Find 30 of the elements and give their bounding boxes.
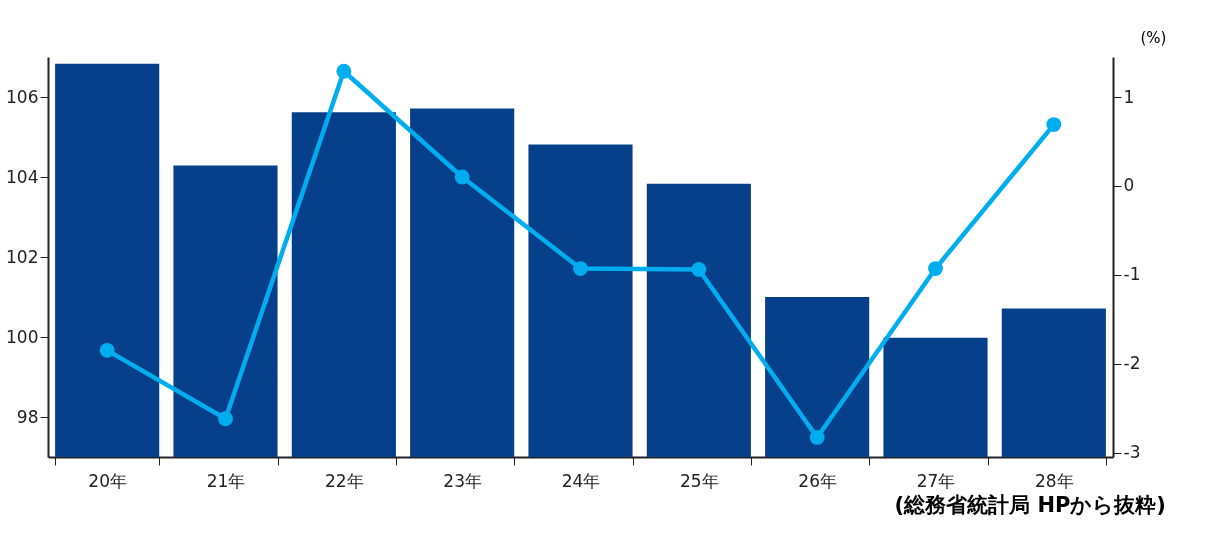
- x-tick-label: 26年: [798, 470, 837, 491]
- y2-tick-label: -3: [1123, 442, 1141, 463]
- x-tick-label: 25年: [680, 470, 719, 491]
- x-tick-label: 22年: [325, 470, 364, 491]
- point: [336, 63, 352, 79]
- x-tick-label: 23年: [443, 470, 482, 491]
- point: [573, 261, 588, 276]
- point: [809, 430, 825, 445]
- y-tick-label: 104: [6, 166, 39, 187]
- x-tick-label: 20年: [88, 470, 127, 491]
- point: [218, 411, 233, 427]
- point: [99, 342, 115, 358]
- point: [1046, 117, 1062, 132]
- point: [928, 261, 943, 276]
- y2-tick-label: -1: [1123, 264, 1141, 285]
- y2-tick-label: 1: [1123, 86, 1135, 107]
- y-tick-label: 106: [6, 86, 39, 107]
- point: [691, 262, 707, 277]
- x-tick-label: 27年: [916, 470, 956, 491]
- x-tick-label: 28年: [1035, 470, 1074, 491]
- y-tick-label: 100: [6, 326, 39, 347]
- x-tick-label: 24年: [561, 470, 601, 491]
- x-tick-label: 21年: [206, 470, 246, 491]
- text: (総務省統計局 HPから抜粋): [894, 493, 1166, 517]
- y-tick-label: 98: [16, 406, 39, 427]
- y2-tick-label: -2: [1123, 353, 1141, 374]
- y2-axis-title: (%): [1140, 28, 1167, 47]
- y-tick-label: 102: [6, 246, 39, 267]
- point: [454, 169, 470, 185]
- y2-tick-label: 0: [1123, 175, 1135, 196]
